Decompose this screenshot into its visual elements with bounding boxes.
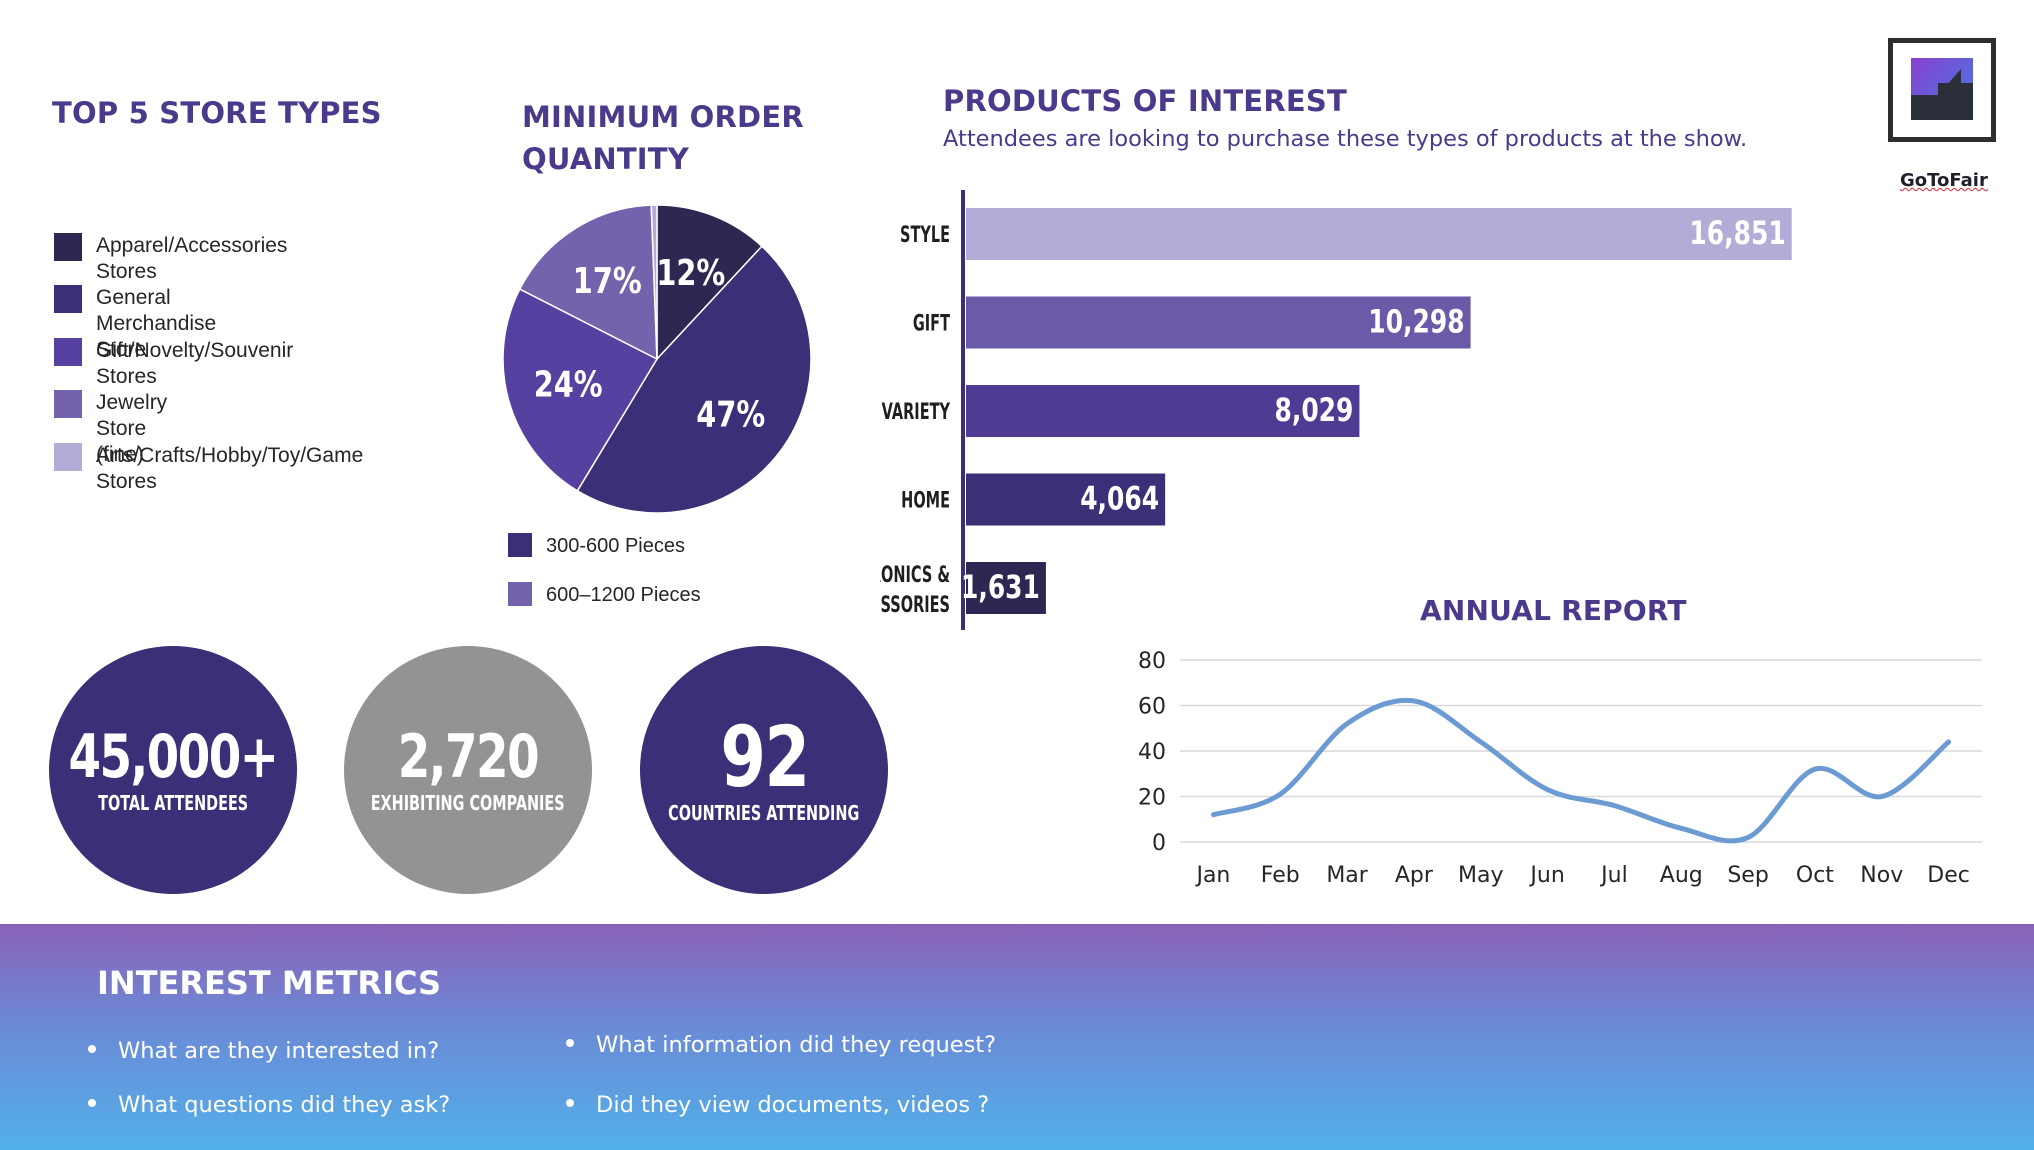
- min-order-pie-chart: 12% 47% 24% 17%: [502, 204, 812, 514]
- pie-slice: [656, 204, 763, 361]
- stat-value: 2,720: [397, 722, 540, 792]
- line-x-tick-label: Oct: [1796, 863, 1834, 888]
- pie-slice-label: 12%: [656, 252, 725, 294]
- bar-axis-line: [961, 190, 965, 630]
- bullet-dot: [88, 1044, 96, 1053]
- line-y-tick-label: 40: [1138, 740, 1166, 765]
- interest-metrics-footer: INTEREST METRICS What are they intereste…: [0, 924, 2034, 1150]
- pie-slice: [650, 204, 658, 360]
- store-legend-item: Arts/Crafts/Hobby/Toy/Game Stores: [54, 443, 384, 495]
- pie-slice-label: 17%: [573, 260, 642, 302]
- bar-category-label: HOME: [901, 489, 950, 514]
- line-x-tick-label: Nov: [1860, 863, 1903, 888]
- stat-value: 45,000+: [68, 722, 279, 792]
- line-x-tick-label: Aug: [1660, 863, 1703, 888]
- store-legend-item: General Merchandise Store: [54, 285, 216, 363]
- line-x-tick-label: Mar: [1326, 863, 1368, 888]
- legend-label: 600–1200 Pieces: [546, 584, 701, 606]
- bar-category-label: VARIETY: [882, 400, 951, 425]
- legend-label: Gift/Novelty/Souvenir Stores: [96, 339, 294, 388]
- pie-slice-label: 24%: [534, 363, 603, 405]
- min-order-title: MINIMUM ORDER QUANTITY: [522, 100, 804, 176]
- bar-value-label: 1,631: [961, 568, 1040, 606]
- legend-label: Jewelry Store (fine): [96, 391, 168, 466]
- bar: [966, 208, 1792, 260]
- stat-badge-exhibitors: 2,720 EXHIBITING COMPANIES: [344, 646, 592, 894]
- annual-report-title: ANNUAL REPORT: [1420, 594, 1687, 627]
- legend-swatch: [54, 285, 82, 313]
- bar-category-label: ESSORIES: [880, 593, 950, 618]
- products-title: PRODUCTS OF INTEREST: [943, 84, 1347, 118]
- stat-badge-countries: 92 COUNTRIES ATTENDING: [640, 646, 888, 894]
- legend-swatch: [54, 338, 82, 366]
- legend-label: 300-600 Pieces: [546, 535, 685, 557]
- stat-badge-attendees: 45,000+ TOTAL ATTENDEES: [49, 646, 297, 894]
- bullet-dot: [88, 1098, 96, 1107]
- bar-category-label: RONICS &: [880, 563, 950, 588]
- footer-bullet: Did they view documents, videos ?: [566, 1092, 989, 1118]
- bullet-text: What are they interested in?: [118, 1038, 440, 1064]
- store-legend-item: Jewelry Store (fine): [54, 390, 167, 468]
- bar: [966, 474, 1165, 526]
- legend-swatch: [508, 582, 532, 606]
- bar-value-label: 16,851: [1689, 214, 1785, 252]
- line-x-tick-label: Apr: [1395, 863, 1434, 888]
- line-x-tick-label: Jul: [1599, 863, 1628, 888]
- bar-value-label: 4,064: [1080, 479, 1159, 517]
- pie-slice: [576, 245, 812, 514]
- line-series: [1210, 697, 1952, 844]
- legend-swatch: [54, 233, 82, 261]
- logo-mark-icon: [1911, 58, 1973, 120]
- pie-slice-label: 47%: [696, 394, 765, 436]
- line-x-tick-label: Jun: [1528, 863, 1564, 888]
- line-x-tick-label: May: [1458, 863, 1503, 888]
- line-y-tick-label: 80: [1138, 649, 1166, 674]
- bullet-text: What questions did they ask?: [118, 1092, 451, 1118]
- gotofair-logo[interactable]: [1888, 38, 1996, 142]
- bar-value-label: 10,298: [1368, 302, 1464, 340]
- legend-swatch: [508, 533, 532, 557]
- bullet-text: Did they view documents, videos ?: [596, 1092, 990, 1118]
- bar-category-label: GIFT: [913, 312, 950, 337]
- bar: [966, 562, 1046, 614]
- bar-value-label: 8,029: [1274, 391, 1353, 429]
- footer-title: INTEREST METRICS: [97, 964, 442, 1002]
- pie-legend-item: 300-600 Pieces: [508, 533, 685, 559]
- stat-label: COUNTRIES ATTENDING: [668, 801, 860, 825]
- bar: [966, 297, 1471, 349]
- bar-category-label: STYLE: [900, 223, 950, 248]
- store-types-title: TOP 5 STORE TYPES: [52, 96, 382, 130]
- line-x-tick-label: Feb: [1261, 863, 1300, 888]
- annual-line-chart: 0 20 40 60 80 Jan Feb Mar Apr May Jun Jul Aug Sep Oct N…: [1138, 649, 1982, 888]
- products-subtitle: Attendees are looking to purchase these …: [943, 126, 1748, 152]
- bullet-dot: [566, 1098, 574, 1107]
- pie-legend-item: 600–1200 Pieces: [508, 582, 701, 608]
- store-legend-item: Apparel/Accessories Stores: [54, 233, 287, 285]
- footer-bullet: What are they interested in?: [88, 1038, 439, 1064]
- logo-name: GoToFair: [1900, 170, 1988, 191]
- footer-bullet: What information did they request?: [566, 1032, 996, 1058]
- stat-value: 92: [719, 708, 810, 806]
- stat-label: TOTAL ATTENDEES: [97, 791, 248, 815]
- store-legend-item: Gift/Novelty/Souvenir Stores: [54, 338, 293, 390]
- stat-label: EXHIBITING COMPANIES: [371, 791, 565, 815]
- line-y-tick-label: 0: [1152, 831, 1166, 856]
- legend-label: Arts/Crafts/Hobby/Toy/Game Stores: [96, 444, 364, 493]
- line-y-tick-label: 60: [1138, 695, 1166, 720]
- pie-slice: [518, 204, 658, 361]
- line-x-tick-label: Sep: [1727, 863, 1768, 888]
- bar: [966, 385, 1359, 437]
- legend-label: Apparel/Accessories Stores: [96, 234, 288, 283]
- bullet-text: What information did they request?: [596, 1032, 997, 1058]
- line-x-tick-label: Dec: [1927, 863, 1970, 888]
- bullet-dot: [566, 1038, 574, 1047]
- footer-bullet: What questions did they ask?: [88, 1092, 450, 1118]
- legend-label: General Merchandise Store: [96, 286, 217, 361]
- legend-swatch: [54, 390, 82, 418]
- legend-swatch: [54, 443, 82, 471]
- products-bar-chart: 16,851 STYLE 10,298 GIFT 8,029 VARIETY 4,064 HO…: [880, 186, 1800, 636]
- line-x-tick-label: Jan: [1194, 863, 1230, 888]
- line-y-tick-label: 20: [1138, 786, 1166, 811]
